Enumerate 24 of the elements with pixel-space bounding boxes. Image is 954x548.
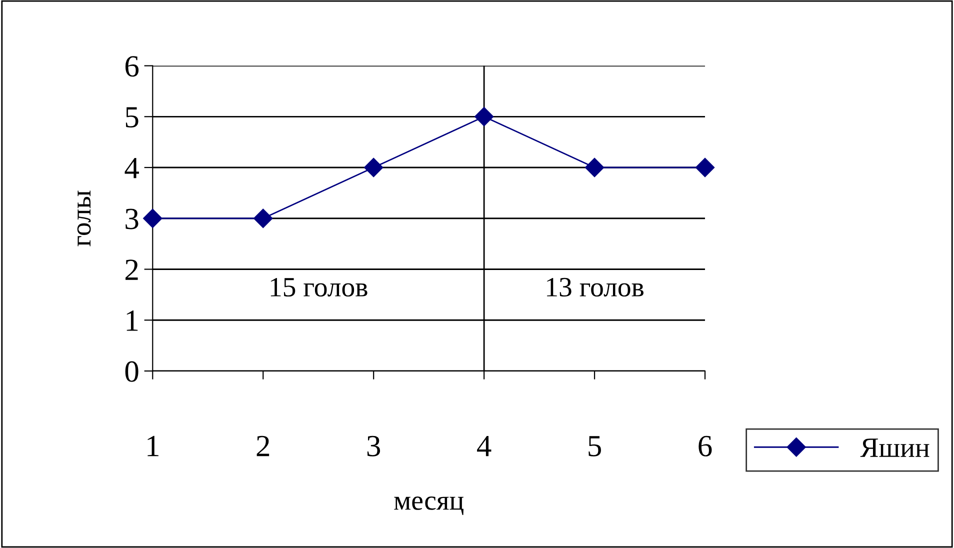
point [695, 158, 715, 178]
y-tick-label: 5 [126, 107, 138, 128]
point [585, 158, 604, 178]
annotation: 13 голов [547, 278, 644, 297]
point [143, 208, 162, 228]
y-tick-label: 6 [125, 56, 139, 77]
x-tick-label: 6 [698, 436, 712, 456]
y-tick-label: 0 [125, 361, 138, 382]
point [364, 158, 384, 178]
point [254, 208, 273, 228]
y-tick-label: 1 [126, 310, 138, 331]
y-axis-title: голы [77, 190, 91, 246]
x-axis-title: месяц [394, 496, 464, 516]
annotation: 15 голов [270, 278, 368, 297]
y-tick-label: 2 [126, 260, 138, 280]
y-tick-label: 3 [126, 208, 138, 230]
x-tick-label: 5 [588, 436, 601, 456]
legend-label: Яшин [860, 438, 930, 457]
x-tick-label: 4 [477, 436, 492, 456]
x-tick-label: 3 [367, 436, 380, 456]
y-tick-label: 4 [124, 158, 139, 178]
point [474, 107, 494, 126]
x-tick-label: 2 [256, 436, 270, 456]
x-tick-label: 1 [148, 436, 158, 456]
